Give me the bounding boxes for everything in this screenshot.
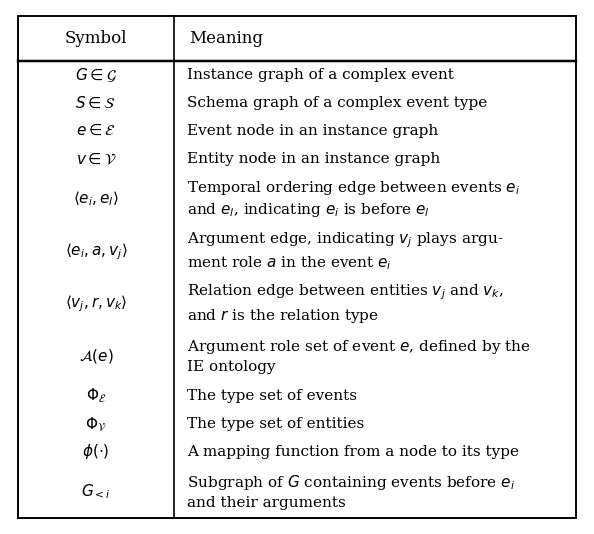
Text: $\Phi_\mathcal{E}$: $\Phi_\mathcal{E}$ — [86, 387, 106, 405]
Text: Meaning: Meaning — [189, 30, 263, 47]
Text: Instance graph of a complex event: Instance graph of a complex event — [187, 68, 454, 82]
Text: $\langle e_i, a, v_j\rangle$: $\langle e_i, a, v_j\rangle$ — [65, 241, 127, 262]
Text: $\Phi_\mathcal{V}$: $\Phi_\mathcal{V}$ — [86, 415, 107, 433]
Text: $e \in \mathcal{E}$: $e \in \mathcal{E}$ — [76, 124, 116, 138]
Text: Symbol: Symbol — [65, 30, 127, 47]
Text: $\langle e_i, e_l\rangle$: $\langle e_i, e_l\rangle$ — [73, 190, 119, 208]
Text: $G \in \mathcal{G}$: $G \in \mathcal{G}$ — [75, 66, 117, 84]
Text: $S \in \mathcal{S}$: $S \in \mathcal{S}$ — [75, 96, 116, 111]
Text: The type set of events: The type set of events — [187, 389, 357, 403]
Text: Schema graph of a complex event type: Schema graph of a complex event type — [187, 96, 488, 110]
Text: Temporal ordering edge between events $e_i$
and $e_l$, indicating $e_i$ is befor: Temporal ordering edge between events $e… — [187, 179, 520, 219]
Text: $G_{<i}$: $G_{<i}$ — [81, 483, 111, 501]
Text: Relation edge between entities $v_j$ and $v_k$,
and $r$ is the relation type: Relation edge between entities $v_j$ and… — [187, 282, 504, 325]
Text: $\phi(\cdot)$: $\phi(\cdot)$ — [83, 442, 110, 461]
Text: A mapping function from a node to its type: A mapping function from a node to its ty… — [187, 445, 519, 459]
Text: $v \in \mathcal{V}$: $v \in \mathcal{V}$ — [75, 152, 116, 167]
Text: $\mathcal{A}(e)$: $\mathcal{A}(e)$ — [78, 347, 113, 365]
Text: Argument edge, indicating $v_j$ plays argu-
ment role $a$ in the event $e_i$: Argument edge, indicating $v_j$ plays ar… — [187, 231, 504, 272]
Text: Argument role set of event $e$, defined by the
IE ontology: Argument role set of event $e$, defined … — [187, 338, 531, 374]
Text: $\langle v_j, r, v_k\rangle$: $\langle v_j, r, v_k\rangle$ — [65, 293, 127, 314]
Text: The type set of entities: The type set of entities — [187, 417, 365, 431]
Text: Event node in an instance graph: Event node in an instance graph — [187, 124, 438, 138]
Text: Entity node in an instance graph: Entity node in an instance graph — [187, 152, 441, 166]
Text: Subgraph of $G$ containing events before $e_i$
and their arguments: Subgraph of $G$ containing events before… — [187, 474, 516, 511]
